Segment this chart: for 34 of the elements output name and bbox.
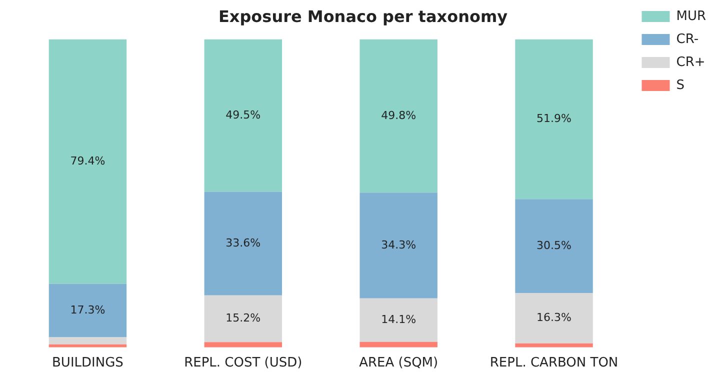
bar <box>204 39 282 192</box>
bar <box>48 39 127 284</box>
data-label: 17.3% <box>70 303 106 316</box>
bar <box>515 293 593 344</box>
bar <box>360 298 438 342</box>
legend-label: MUR <box>676 8 706 24</box>
data-label: 33.6% <box>226 236 261 250</box>
x-tick-label: REPL. COST (USD) <box>184 356 302 371</box>
data-label: 15.2% <box>226 312 261 325</box>
legend-label: S <box>676 78 684 93</box>
bar <box>360 39 438 193</box>
x-tick-label: AREA (SQM) <box>359 356 438 371</box>
bar <box>515 199 593 294</box>
x-tick-label: REPL. CARBON TON <box>490 356 618 371</box>
data-label: 30.5% <box>536 239 572 252</box>
bar <box>204 192 282 296</box>
x-tick-label: BUILDINGS <box>52 356 124 371</box>
bar <box>204 342 282 348</box>
data-label: 34.3% <box>381 238 416 252</box>
chart-title: Exposure Monaco per taxonomy <box>218 6 508 26</box>
bar <box>48 284 127 338</box>
data-label: 79.4% <box>70 154 106 168</box>
data-label: 14.1% <box>381 312 416 326</box>
legend-label: CR+ <box>676 54 706 70</box>
bar <box>360 342 438 348</box>
data-label: 49.8% <box>381 108 416 122</box>
bar <box>360 192 438 298</box>
data-label: 51.9% <box>536 112 572 126</box>
legend-label: CR- <box>676 32 699 47</box>
bar <box>515 39 593 200</box>
data-label: 49.5% <box>226 108 261 122</box>
bar <box>48 337 127 344</box>
bar <box>204 295 282 342</box>
data-label: 16.3% <box>536 311 572 324</box>
